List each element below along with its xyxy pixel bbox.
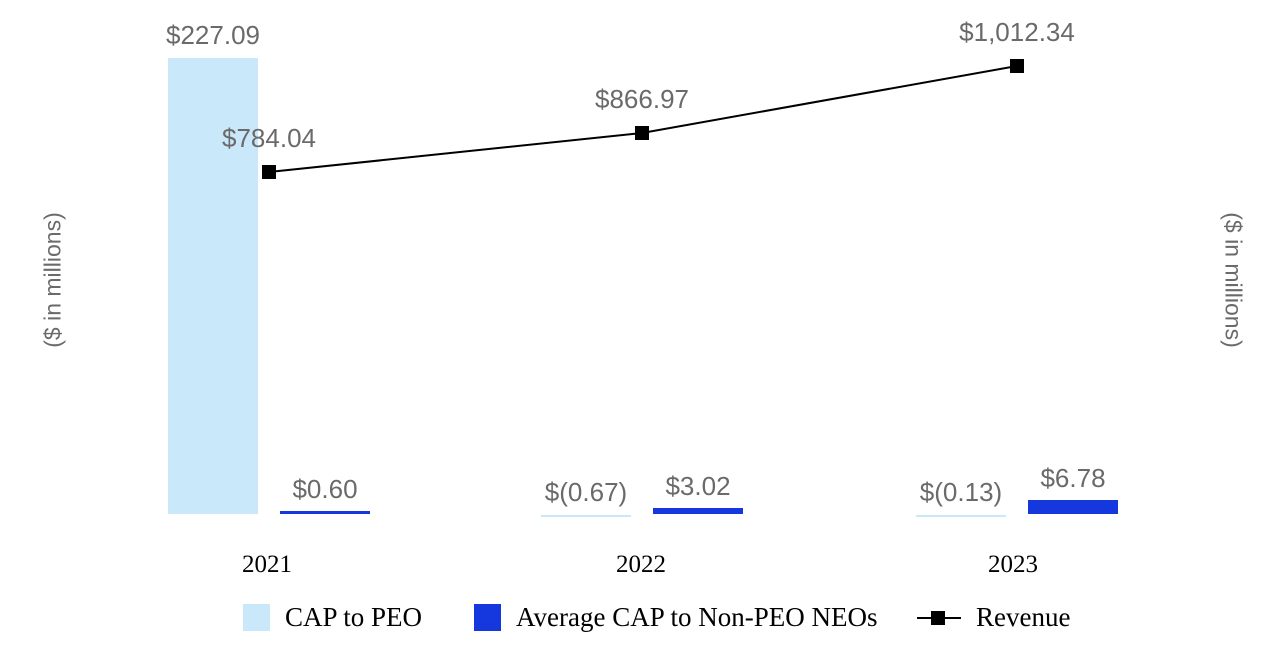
revenue-marker-2021 <box>262 165 276 179</box>
value-label-revenue-2022: $866.97 <box>595 84 689 114</box>
revenue-line <box>268 65 1018 173</box>
legend-item-non-peo-neos: Average CAP to Non-PEO NEOs <box>474 602 877 633</box>
x-tick-2021: 2021 <box>242 551 292 578</box>
revenue-marker-2023 <box>1010 59 1024 73</box>
x-tick-2022: 2022 <box>616 551 666 578</box>
value-label-revenue-2023: $1,012.34 <box>959 17 1075 47</box>
value-label-cap-to-peo-2021: $227.09 <box>166 20 260 50</box>
x-tick-2023: 2023 <box>988 551 1038 578</box>
bar-cap-to-peo-2023 <box>916 515 1006 517</box>
bar-non-peo-neos-2023 <box>1028 500 1118 514</box>
legend-item-revenue: Revenue <box>917 602 1070 633</box>
bar-cap-to-peo-2022 <box>541 515 631 517</box>
legend-label-non-peo-neos: Average CAP to Non-PEO NEOs <box>516 602 878 632</box>
value-label-revenue-2021: $784.04 <box>222 123 316 153</box>
value-label-cap-to-peo-2022: $(0.67) <box>544 477 628 507</box>
bar-cap-to-peo-2021 <box>168 58 258 514</box>
bar-non-peo-neos-2021 <box>280 511 370 514</box>
value-label-cap-to-peo-2023: $(0.13) <box>919 477 1003 507</box>
bar-non-peo-neos-2022 <box>653 508 743 514</box>
revenue-marker-2022 <box>635 126 649 140</box>
legend-label-cap-to-peo: CAP to PEO <box>285 602 423 632</box>
legend-item-cap-to-peo: CAP to PEO <box>243 602 422 633</box>
legend-swatch-cap-to-peo-icon <box>243 604 270 631</box>
legend-label-revenue: Revenue <box>976 602 1071 632</box>
value-label-non-peo-neos-2021: $0.60 <box>292 474 358 504</box>
value-label-non-peo-neos-2023: $6.78 <box>1040 463 1106 493</box>
value-label-non-peo-neos-2022: $3.02 <box>665 471 731 501</box>
legend-revenue-line-marker-icon <box>917 610 961 625</box>
legend-swatch-non-peo-neos-icon <box>474 604 501 631</box>
